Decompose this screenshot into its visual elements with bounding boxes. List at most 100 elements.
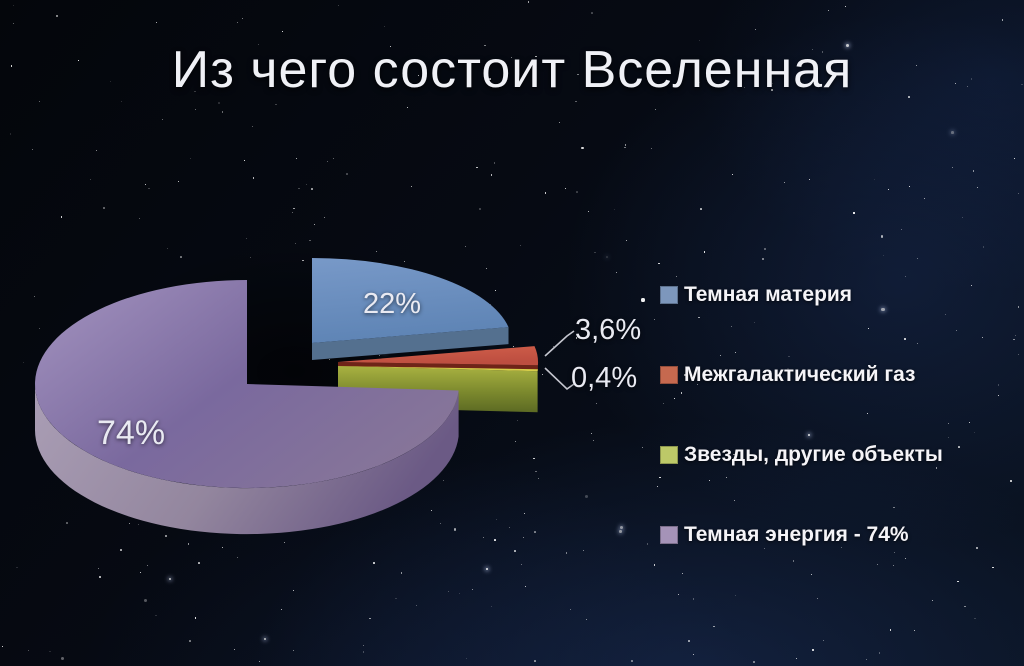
star [931,600,933,601]
star [476,166,478,168]
star [510,56,512,58]
star [761,258,764,260]
star [620,526,623,530]
leader-line-intergalactic-gas [544,330,575,357]
star [842,373,845,376]
star [822,639,825,642]
star [787,355,790,358]
star [253,177,255,179]
star [10,133,12,135]
star [581,146,584,150]
star [904,557,906,559]
star [906,537,908,539]
star [189,640,191,642]
star [812,649,814,651]
star [606,256,608,258]
star [1020,83,1023,86]
star [916,258,918,260]
star [363,645,364,647]
star [733,499,735,501]
star [954,82,957,85]
star [998,394,1000,396]
star [974,431,975,433]
legend-swatch-dark-energy [660,526,678,544]
star [257,72,259,73]
star [887,189,889,191]
legend-label-stars-objects: Звезды, другие объекты [684,443,943,466]
star [195,108,197,110]
star [534,660,536,662]
star [796,536,797,538]
star [624,146,626,149]
star [894,551,896,553]
star [33,295,35,297]
star [1012,338,1015,341]
star [630,659,633,662]
star [991,566,994,569]
star [383,25,385,27]
star [840,546,842,548]
star [31,149,33,150]
star [866,412,869,415]
star [659,476,661,479]
star [754,321,756,323]
star [686,59,688,62]
star [947,437,949,439]
slice-label-dark-energy: 74% [97,414,166,452]
slice-label-stars-objects: 0,4% [571,362,638,394]
star [692,653,695,656]
star [784,182,786,184]
star [491,174,493,176]
star [961,216,963,218]
star [967,86,968,87]
star [109,80,112,83]
star [641,298,645,302]
star [624,143,627,146]
star [282,30,283,32]
star [681,573,683,574]
star [241,18,243,20]
star [369,617,371,619]
star [964,605,966,608]
star [1017,192,1019,194]
star [795,657,797,659]
star [395,598,397,600]
star [811,48,813,50]
star [913,629,915,631]
star [324,217,325,219]
star [527,1,530,3]
star [680,392,683,394]
star [725,477,727,479]
star [60,656,64,660]
star [594,251,596,254]
star [876,563,878,565]
legend-item-stars-objects: Звезды, другие объекты [660,442,943,468]
star [1014,158,1015,159]
star [564,188,566,189]
star [947,422,949,424]
star [298,187,300,190]
legend-label-dark-energy: Темная энергия - 74% [684,523,909,546]
star [259,660,261,662]
star [904,338,906,340]
star [976,187,978,188]
star [292,211,294,213]
star [1,646,3,647]
star [619,530,622,533]
star [337,4,339,6]
star [190,157,191,159]
star [853,212,855,214]
star [407,106,409,109]
star [701,533,703,535]
star [698,316,700,319]
star [89,178,92,181]
star [970,78,973,80]
star [585,618,588,621]
star [653,564,656,566]
star [305,183,308,185]
star [144,598,148,603]
star [295,157,297,159]
star [448,590,450,592]
star [909,186,911,187]
star [490,606,492,608]
